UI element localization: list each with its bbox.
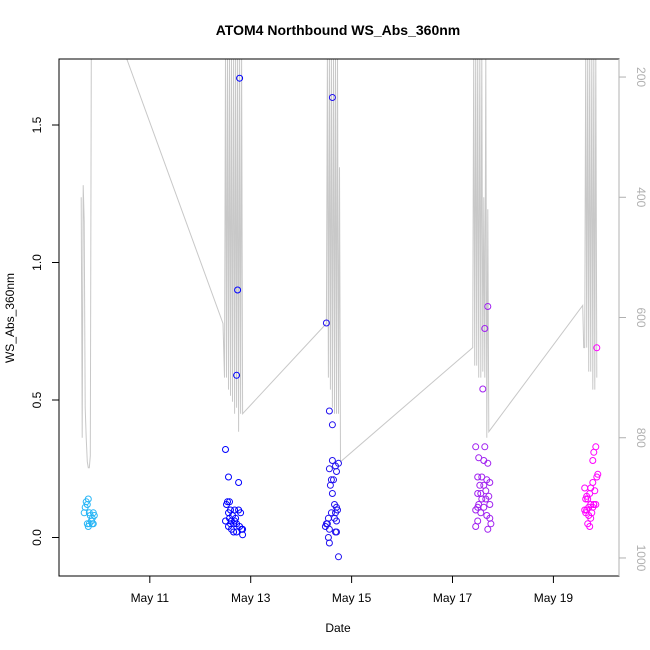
data-point xyxy=(480,503,488,511)
chart-title: ATOM4 Northbound WS_Abs_360nm xyxy=(216,22,461,38)
data-point xyxy=(328,94,336,101)
x-tick-label: May 13 xyxy=(231,591,271,605)
data-point xyxy=(83,501,91,508)
data-point xyxy=(233,528,241,536)
data-point xyxy=(476,481,484,489)
data-point xyxy=(589,457,597,464)
data-point xyxy=(330,476,337,484)
data-point xyxy=(478,495,486,503)
secondary-y-tick-label: 200 xyxy=(634,67,648,87)
data-point xyxy=(325,525,333,533)
data-point xyxy=(231,517,239,525)
data-point xyxy=(237,509,245,517)
y-tick-label: 1.5 xyxy=(30,116,44,133)
data-point xyxy=(236,74,244,82)
data-point xyxy=(474,473,482,481)
data-point xyxy=(487,520,495,528)
secondary-y-tick-label: 800 xyxy=(634,428,648,448)
data-point xyxy=(233,371,241,379)
data-point xyxy=(90,512,98,519)
secondary-y-tick-label: 1000 xyxy=(634,545,648,572)
data-point xyxy=(582,495,590,503)
data-point xyxy=(328,457,336,464)
x-axis-label: Date xyxy=(325,621,351,635)
data-point xyxy=(593,473,601,481)
data-point xyxy=(325,539,333,547)
x-tick-label: May 19 xyxy=(534,591,574,605)
data-point xyxy=(223,501,230,508)
data-point xyxy=(584,495,592,503)
secondary-y-tick-label: 600 xyxy=(634,307,648,327)
data-point xyxy=(590,501,598,508)
data-point xyxy=(335,553,342,561)
y-axis-label: WS_Abs_360nm xyxy=(3,273,17,363)
y-tick-label: 1.0 xyxy=(30,254,44,271)
data-point xyxy=(593,344,601,352)
plot-area: May 11 May 13 May 15 May 17 May 19 0.0 0.5 1.0 1… xyxy=(30,58,648,605)
data-point xyxy=(326,481,334,489)
data-point xyxy=(587,514,595,522)
data-point xyxy=(327,509,335,517)
data-point xyxy=(333,528,340,536)
series-5 xyxy=(581,344,602,530)
data-point xyxy=(481,443,489,451)
x-tick-label: May 17 xyxy=(433,591,473,605)
data-point xyxy=(472,443,480,451)
data-point xyxy=(328,490,336,497)
x-tick-label: May 11 xyxy=(131,591,170,605)
data-point xyxy=(225,473,232,481)
data-point xyxy=(222,446,229,453)
data-point xyxy=(472,523,480,530)
data-point xyxy=(328,421,336,429)
data-point xyxy=(322,520,330,528)
y-tick-label: 0.5 xyxy=(30,391,44,408)
data-point xyxy=(324,534,332,541)
data-point xyxy=(234,286,242,294)
series-1 xyxy=(80,495,98,530)
series-4 xyxy=(472,303,495,533)
data-point xyxy=(335,459,342,467)
series-3 xyxy=(321,94,342,561)
series-2 xyxy=(222,74,247,539)
data-point xyxy=(477,509,485,517)
x-tick-label: May 15 xyxy=(332,591,372,605)
data-point xyxy=(484,459,492,467)
data-point xyxy=(484,303,492,310)
data-point xyxy=(486,501,494,508)
data-point xyxy=(333,468,340,475)
data-point xyxy=(590,448,598,456)
y-tick-label: 0.0 xyxy=(30,529,44,546)
data-point xyxy=(80,509,88,517)
data-point xyxy=(486,479,494,486)
secondary-y-tick-label: 400 xyxy=(634,187,648,207)
altitude-trace-line xyxy=(80,59,598,469)
data-point xyxy=(325,407,333,415)
data-point xyxy=(479,385,487,393)
data-point xyxy=(325,465,333,473)
data-point xyxy=(322,319,330,327)
data-point xyxy=(333,517,340,525)
data-point xyxy=(474,490,482,497)
data-point xyxy=(239,531,247,539)
data-point xyxy=(581,484,589,492)
data-point xyxy=(89,520,97,528)
data-point xyxy=(482,495,490,503)
data-point xyxy=(230,528,238,536)
data-point xyxy=(586,523,594,530)
data-point xyxy=(481,325,489,332)
data-point xyxy=(235,479,243,486)
data-point xyxy=(484,525,492,533)
